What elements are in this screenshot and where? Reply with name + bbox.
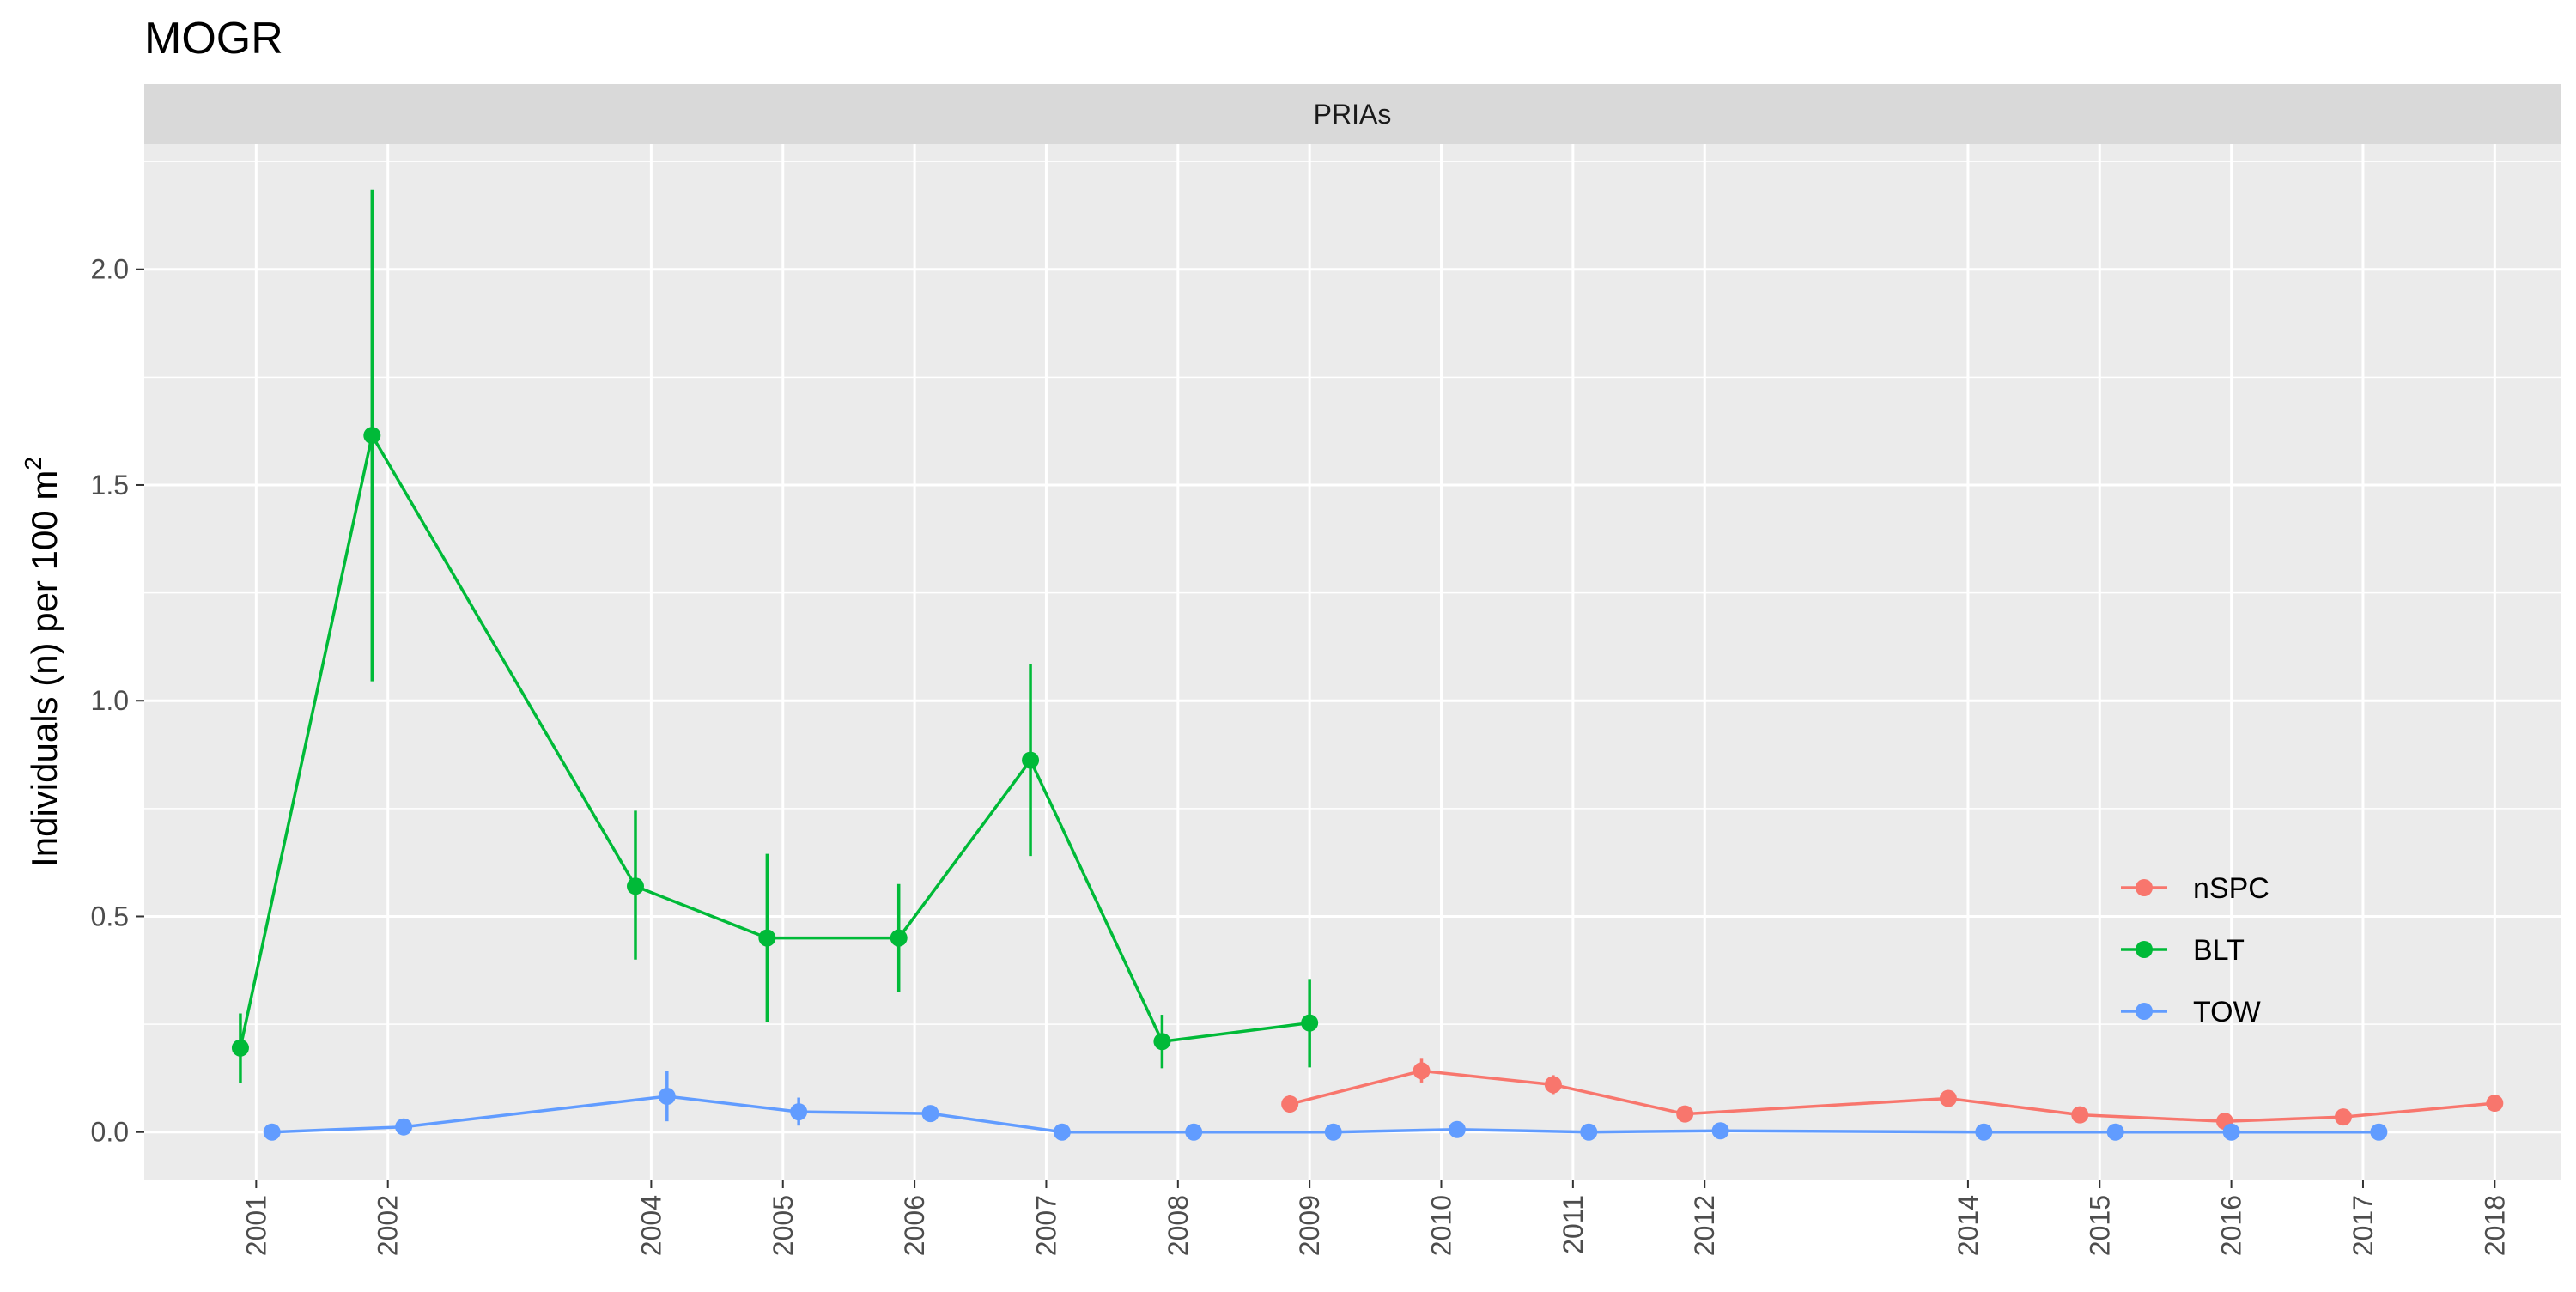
data-point — [890, 929, 908, 947]
plot-panel — [144, 144, 2561, 1180]
data-point — [758, 929, 776, 947]
x-axis: 2001 2002 2004 2005 2006 2007 2008 2009 2010 2011… — [240, 1180, 2510, 1256]
x-tick-label: 2014 — [1953, 1195, 1984, 1256]
data-point — [921, 1105, 939, 1123]
y-tick-label: 1.0 — [91, 685, 129, 716]
data-point — [363, 427, 381, 445]
x-tick-label: 2018 — [2479, 1195, 2510, 1256]
x-tick-label: 2011 — [1558, 1195, 1589, 1254]
minor-gridlines — [144, 161, 2561, 1025]
data-point — [1975, 1123, 1993, 1141]
series-blt — [231, 189, 1319, 1083]
y-axis: 0.0 0.5 1.0 1.5 2.0 — [91, 254, 144, 1148]
y-tick-label: 0.5 — [91, 901, 129, 931]
chart-title: MOGR — [144, 14, 283, 64]
data-point — [1053, 1123, 1071, 1141]
data-point — [1413, 1062, 1431, 1080]
x-tick-label: 2004 — [635, 1195, 666, 1256]
x-tick-label: 2008 — [1163, 1195, 1194, 1256]
x-tick-label: 2012 — [1689, 1195, 1720, 1256]
facet-strip-label: PRIAs — [1314, 99, 1392, 130]
series-nspc — [1281, 1058, 2504, 1131]
x-tick-label: 2010 — [1426, 1195, 1457, 1256]
x-tick-label: 2001 — [240, 1195, 271, 1256]
data-point — [1301, 1014, 1319, 1032]
data-point — [790, 1103, 808, 1121]
data-point — [658, 1088, 676, 1106]
y-tick-label: 1.5 — [91, 470, 129, 500]
data-point — [231, 1039, 249, 1057]
data-point — [1711, 1122, 1729, 1140]
legend-item-tow: TOW — [2121, 996, 2261, 1028]
data-point — [1022, 751, 1040, 769]
data-point — [1185, 1123, 1203, 1141]
legend-item-blt: BLT — [2121, 934, 2245, 967]
major-gridlines — [144, 144, 2561, 1180]
data-point — [1448, 1120, 1466, 1138]
x-tick-label: 2005 — [768, 1195, 799, 1256]
data-point — [2106, 1123, 2124, 1141]
data-point — [2370, 1123, 2388, 1141]
y-axis-title-superscript: 2 — [20, 457, 46, 470]
data-point — [1939, 1089, 1957, 1107]
y-tick-label: 2.0 — [91, 254, 129, 285]
x-tick-label: 2006 — [899, 1195, 930, 1256]
x-tick-label: 2016 — [2216, 1195, 2247, 1256]
legend-label: BLT — [2193, 934, 2245, 967]
y-axis-title-text: Individuals (n) per 100 m — [24, 470, 64, 867]
data-point — [1544, 1076, 1562, 1094]
data-point — [1324, 1123, 1342, 1141]
series-line — [239, 431, 1310, 1049]
x-tick-label: 2007 — [1030, 1195, 1061, 1256]
data-point — [627, 877, 645, 895]
data-point — [1153, 1033, 1171, 1051]
y-tick-label: 0.0 — [91, 1117, 129, 1148]
data-point — [1676, 1105, 1694, 1123]
legend-key-point — [2136, 1003, 2153, 1020]
series-tow — [263, 1071, 2388, 1141]
data-point — [2071, 1106, 2089, 1124]
legend: nSPC BLT TOW — [2121, 872, 2269, 1028]
legend-key-point — [2136, 941, 2153, 958]
data-point — [1281, 1095, 1299, 1113]
data-point — [2222, 1123, 2240, 1141]
data-point — [1580, 1123, 1598, 1141]
x-tick-label: 2009 — [1294, 1195, 1325, 1256]
data-point — [395, 1118, 413, 1136]
data-point — [263, 1123, 281, 1141]
legend-label: TOW — [2193, 996, 2261, 1028]
legend-key-point — [2136, 879, 2153, 896]
series-layer — [231, 189, 2504, 1141]
facet-strip — [144, 84, 2561, 144]
y-axis-title: Individuals (n) per 100 m2 — [20, 457, 64, 867]
data-point — [2486, 1095, 2504, 1113]
data-point — [2334, 1108, 2352, 1126]
x-tick-label: 2002 — [373, 1195, 404, 1256]
x-tick-label: 2015 — [2084, 1195, 2115, 1256]
legend-label: nSPC — [2193, 872, 2269, 905]
x-tick-label: 2017 — [2348, 1195, 2379, 1256]
legend-item-nspc: nSPC — [2121, 872, 2269, 905]
